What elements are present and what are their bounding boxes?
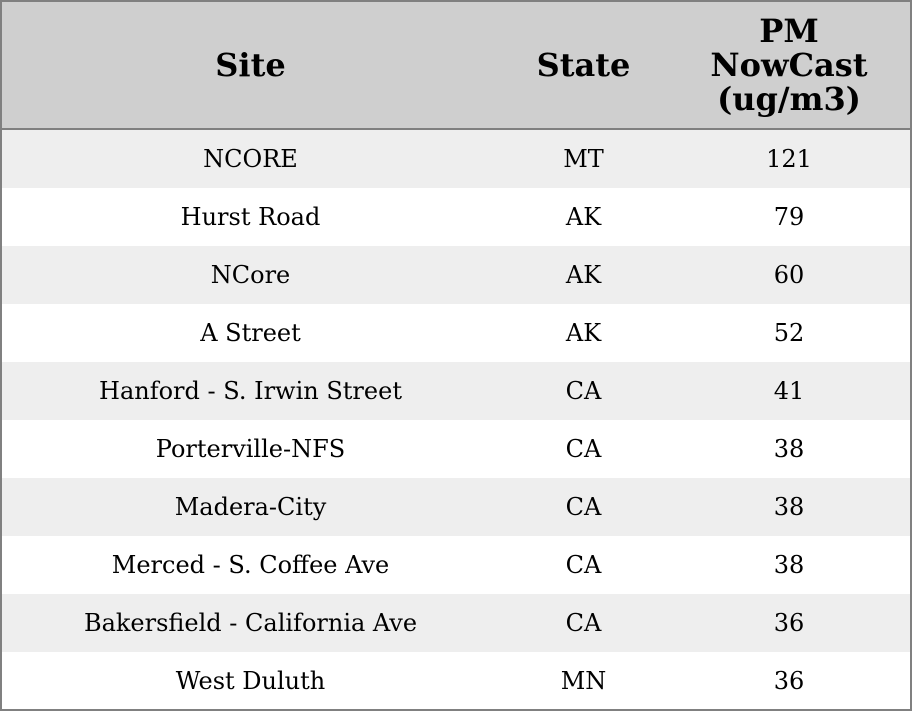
table-cell: CA <box>499 420 668 478</box>
table-cell: Bakersfield - California Ave <box>2 594 499 652</box>
table-row: Hanford - S. Irwin Street CA 41 <box>2 362 910 420</box>
table-cell: 36 <box>668 652 910 709</box>
table-row: Hurst Road AK 79 <box>2 188 910 246</box>
table-cell: 52 <box>668 304 910 362</box>
column-header: Site <box>2 2 499 130</box>
table-cell: Merced - S. Coffee Ave <box>2 536 499 594</box>
table-row: NCORE MT 121 <box>2 129 910 188</box>
table-row: Madera-City CA 38 <box>2 478 910 536</box>
table-cell: 38 <box>668 420 910 478</box>
table-row: A Street AK 52 <box>2 304 910 362</box>
table-cell: NCORE <box>2 129 499 188</box>
table-cell: 38 <box>668 536 910 594</box>
table-cell: 38 <box>668 478 910 536</box>
table-row: NCore AK 60 <box>2 246 910 304</box>
table-row: Merced - S. Coffee Ave CA 38 <box>2 536 910 594</box>
table-cell: MN <box>499 652 668 709</box>
table-cell: Hurst Road <box>2 188 499 246</box>
table-cell: 79 <box>668 188 910 246</box>
table-row: Bakersfield - California Ave CA 36 <box>2 594 910 652</box>
table-row: Porterville-NFS CA 38 <box>2 420 910 478</box>
table-cell: AK <box>499 188 668 246</box>
table-cell: CA <box>499 594 668 652</box>
table-cell: AK <box>499 304 668 362</box>
table-cell: 41 <box>668 362 910 420</box>
table-cell: 60 <box>668 246 910 304</box>
table-body: NCORE MT 121 Hurst Road AK 79 NCore AK 60 A Stree… <box>2 129 910 709</box>
table-cell: CA <box>499 478 668 536</box>
table-cell: NCore <box>2 246 499 304</box>
table-cell: CA <box>499 362 668 420</box>
table-cell: Madera-City <box>2 478 499 536</box>
table-cell: CA <box>499 536 668 594</box>
table-header: Site State PM NowCast (ug/m3) <box>2 2 910 130</box>
table-cell: A Street <box>2 304 499 362</box>
table-cell: 36 <box>668 594 910 652</box>
column-header: PM NowCast (ug/m3) <box>668 2 910 130</box>
table-cell: 121 <box>668 129 910 188</box>
header-row: Site State PM NowCast (ug/m3) <box>2 2 910 130</box>
table-cell: Porterville-NFS <box>2 420 499 478</box>
table-row: West Duluth MN 36 <box>2 652 910 709</box>
table-cell: MT <box>499 129 668 188</box>
column-header: State <box>499 2 668 130</box>
table-cell: Hanford - S. Irwin Street <box>2 362 499 420</box>
table-cell: West Duluth <box>2 652 499 709</box>
table-cell: AK <box>499 246 668 304</box>
